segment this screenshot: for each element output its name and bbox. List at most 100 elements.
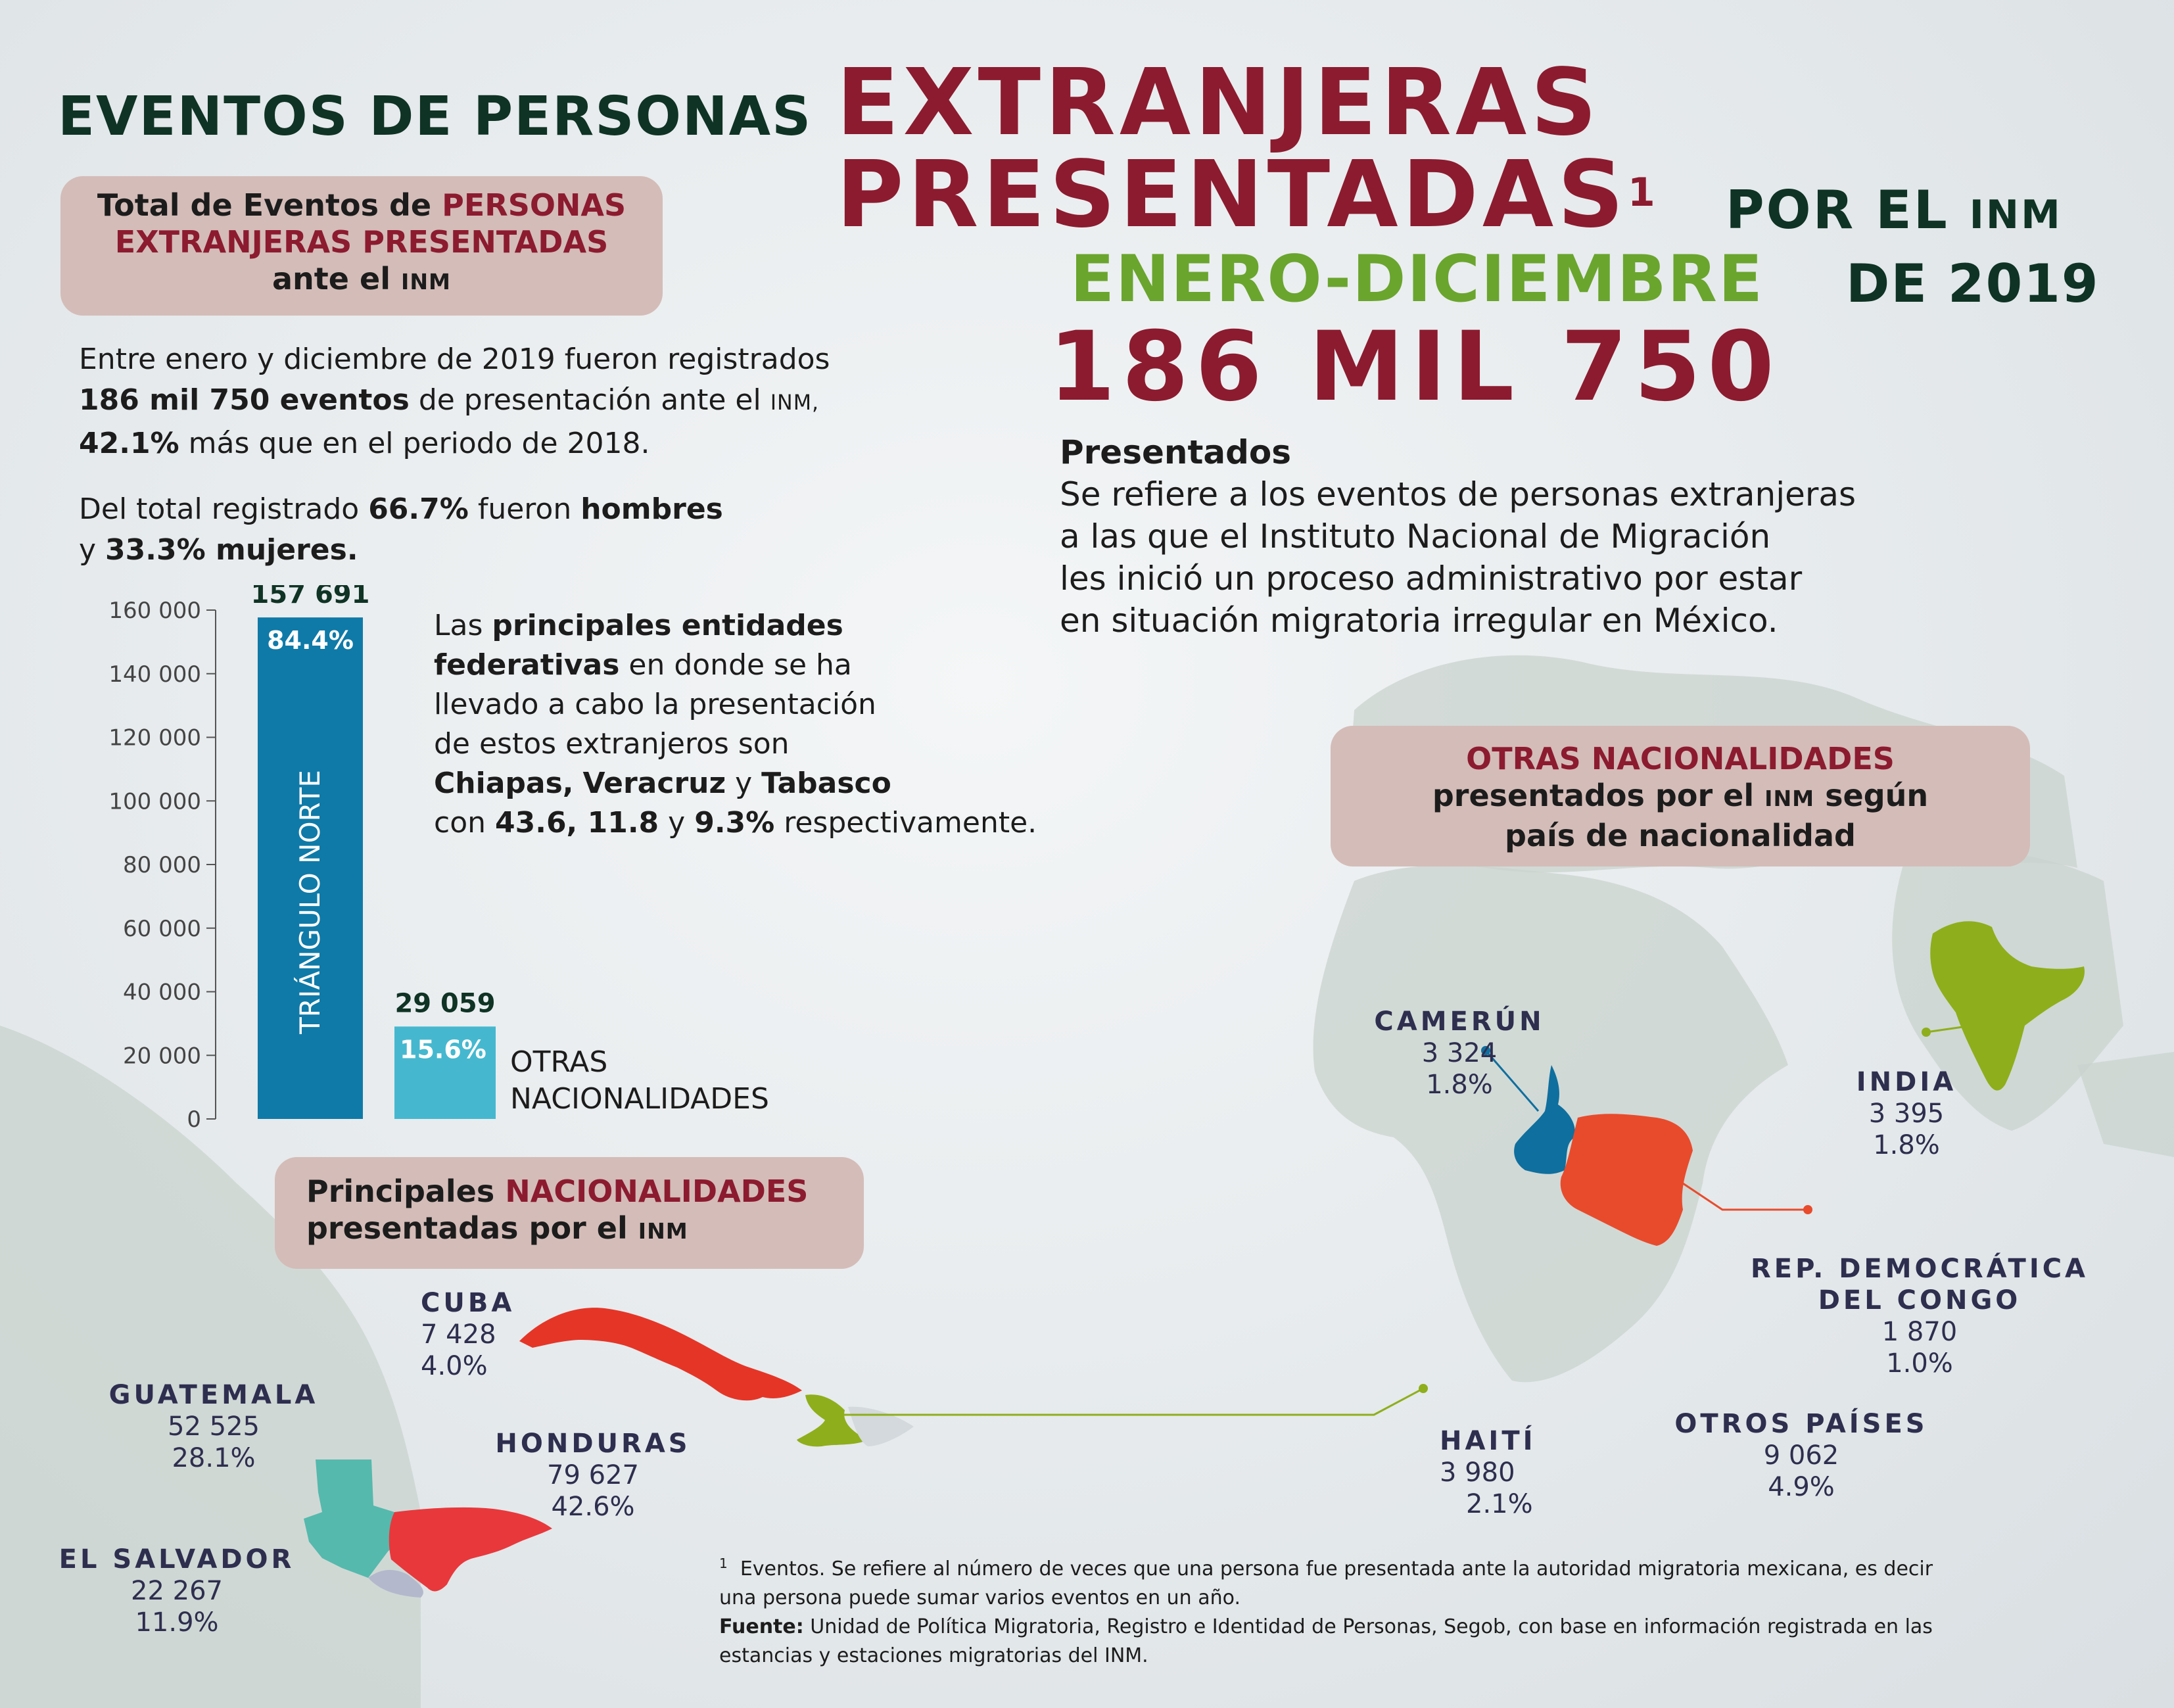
dr-congo-shape — [1560, 1114, 1693, 1246]
footnote-source-label: Fuente: — [719, 1615, 804, 1638]
otras-box-line2: presentados por el INM según — [1331, 777, 2030, 817]
dr-congo-name1: REP. DEMOCRÁTICA — [1750, 1254, 2089, 1284]
haiti-name: HAITÍ — [1440, 1426, 1536, 1456]
other-nationalities-bar-label: OTRAS NACIONALIDADES — [510, 1044, 769, 1118]
total-box-line3: ante el INM — [60, 260, 663, 300]
entities-a: Las — [434, 609, 483, 642]
bar-value-label: 29 059 — [394, 988, 495, 1018]
intro-p1a: Entre enero y diciembre de 2019 fueron r… — [79, 343, 830, 376]
y-tick-label: 20 000 — [123, 1043, 201, 1069]
entities-y: y — [735, 767, 753, 800]
footnote-line3: Fuente: Unidad de Política Migratoria, R… — [719, 1613, 2139, 1642]
honduras-value: 79 627 — [547, 1460, 639, 1490]
india-pct: 1.8% — [1873, 1130, 1940, 1160]
guatemala-pct: 28.1% — [172, 1443, 256, 1473]
congo-connector — [1663, 1169, 1808, 1211]
principal-box-b: NACIONALIDADES — [505, 1174, 809, 1209]
haiti-pct: 2.1% — [1466, 1489, 1533, 1519]
entities-c: federativas — [434, 648, 620, 682]
definition-title: Presentados — [1060, 433, 1292, 471]
total-box-ante: ante el — [272, 261, 390, 297]
entities-veracruz: Veracruz — [582, 767, 726, 800]
guatemala-value: 52 525 — [168, 1411, 260, 1442]
principal-nationalities-box: Principales NACIONALIDADES presentadas p… — [275, 1157, 864, 1269]
cameroon-name: CAMERÚN — [1374, 1007, 1545, 1037]
entities-chiapas: Chiapas — [434, 767, 563, 800]
cuba-name: CUBA — [421, 1288, 515, 1318]
entities-f: de estos extranjeros son — [434, 727, 790, 761]
guatemala-name: GUATEMALA — [108, 1380, 319, 1410]
total-events-box: Total de Eventos de PERSONAS EXTRANJERAS… — [60, 176, 663, 316]
el-salvador-label: EL SALVADOR 22 267 11.9% — [55, 1544, 298, 1638]
other-countries-pct: 4.9% — [1768, 1472, 1835, 1502]
india-connector — [1926, 1024, 1973, 1033]
dr-congo-name2: DEL CONGO — [1818, 1285, 2021, 1316]
principal-box-line1: Principales NACIONALIDADES — [306, 1173, 864, 1210]
guatemala-shape — [304, 1459, 401, 1578]
entities-resp: respectivamente. — [784, 806, 1037, 840]
intro-p2e: y — [79, 533, 97, 567]
cameroon-value: 3 324 — [1421, 1038, 1498, 1068]
bar-percent-label: 15.6% — [400, 1035, 486, 1064]
y-tick-label: 120 000 — [108, 725, 201, 751]
definition-line4: en situación migratoria irregular en Méx… — [1060, 602, 1778, 640]
otras-box-inm: INM — [1764, 786, 1815, 811]
other-label-line1: OTRAS — [510, 1045, 608, 1079]
total-box-line2: EXTRANJERAS PRESENTADAS — [114, 224, 609, 260]
footnote: 1 Eventos. Se refiere al número de veces… — [719, 1549, 2139, 1671]
other-label-line2: NACIONALIDADES — [510, 1082, 769, 1116]
honduras-name: HONDURAS — [495, 1429, 691, 1459]
intro-p1d: INM, — [770, 391, 820, 415]
cuba-label: CUBA 7 428 4.0% — [421, 1287, 515, 1382]
total-box-inm: INM — [401, 269, 451, 295]
cameroon-shape — [1514, 1065, 1575, 1174]
other-countries-name: OTROS PAÍSES — [1674, 1409, 1928, 1439]
el-salvador-name: EL SALVADOR — [59, 1544, 295, 1575]
footnote-line1: 1 Eventos. Se refiere al número de veces… — [719, 1549, 2139, 1584]
dr-congo-label: REP. DEMOCRÁTICA DEL CONGO 1 870 1.0% — [1749, 1253, 2091, 1379]
total-events-headline: 186 MIL 750 — [1049, 311, 1781, 423]
title-period: ENERO-DICIEMBRE — [1070, 242, 1764, 317]
otras-box-line3: país de nacionalidad — [1505, 818, 1856, 853]
entities-tabasco: Tabasco — [761, 767, 891, 800]
haiti-label: HAITÍ 3 980 2.1% — [1440, 1425, 1536, 1520]
india-connector-dot — [1922, 1028, 1931, 1037]
dominican-republic-shape — [848, 1406, 914, 1446]
haiti-shape — [797, 1394, 868, 1447]
title-extranjeras: EXTRANJERAS — [836, 49, 1601, 156]
title-inm: INM — [1969, 192, 2062, 238]
entities-b: principales entidades — [492, 609, 843, 642]
bar-value-label: 157 691 — [251, 585, 370, 609]
honduras-pct: 42.6% — [551, 1492, 635, 1522]
title-year: DE 2019 — [1846, 253, 2100, 314]
entities-y2: y — [668, 806, 686, 840]
guatemala-label: GUATEMALA 52 525 28.1% — [105, 1379, 322, 1474]
y-tick-label: 160 000 — [108, 598, 201, 624]
title-presentadas-text: PRESENTADAS — [836, 141, 1628, 249]
definition-line3: les inició un proceso administrativo por… — [1060, 559, 1803, 598]
intro-p1f: más que en el periodo de 2018. — [188, 427, 650, 460]
y-tick-label: 60 000 — [123, 916, 201, 942]
haiti-connector-dot — [1419, 1384, 1428, 1393]
honduras-shape — [389, 1507, 552, 1592]
dr-congo-pct: 1.0% — [1886, 1348, 1953, 1379]
intro-p1e: 42.1% — [79, 427, 179, 460]
y-tick-label: 140 000 — [108, 661, 201, 688]
footnote-mark: 1 — [719, 1555, 728, 1571]
title-line1: EVENTOS DE PERSONAS — [58, 85, 813, 148]
principal-box-line2: presentadas por el INM — [306, 1210, 864, 1250]
definition-block: Presentados Se refiere a los eventos de … — [1060, 431, 1856, 642]
title-footnote-mark: 1 — [1628, 170, 1659, 216]
total-box-line1: Total de Eventos de PERSONAS — [60, 187, 663, 224]
intro-p1b: 186 mil 750 eventos — [79, 383, 410, 417]
principal-box-c: presentadas por el — [306, 1210, 628, 1246]
intro-p1c: de presentación ante el — [418, 383, 761, 417]
intro-p2f: 33.3% mujeres. — [105, 533, 358, 567]
principal-box-inm: INM — [638, 1218, 688, 1244]
intro-p2b: 66.7% — [368, 492, 469, 526]
definition-line1: Se refiere a los eventos de personas ext… — [1060, 475, 1856, 513]
india-value: 3 395 — [1868, 1099, 1945, 1129]
title-por-el-inm: POR EL INM — [1726, 179, 2062, 247]
otras-box-title: OTRAS NACIONALIDADES — [1466, 741, 1895, 776]
